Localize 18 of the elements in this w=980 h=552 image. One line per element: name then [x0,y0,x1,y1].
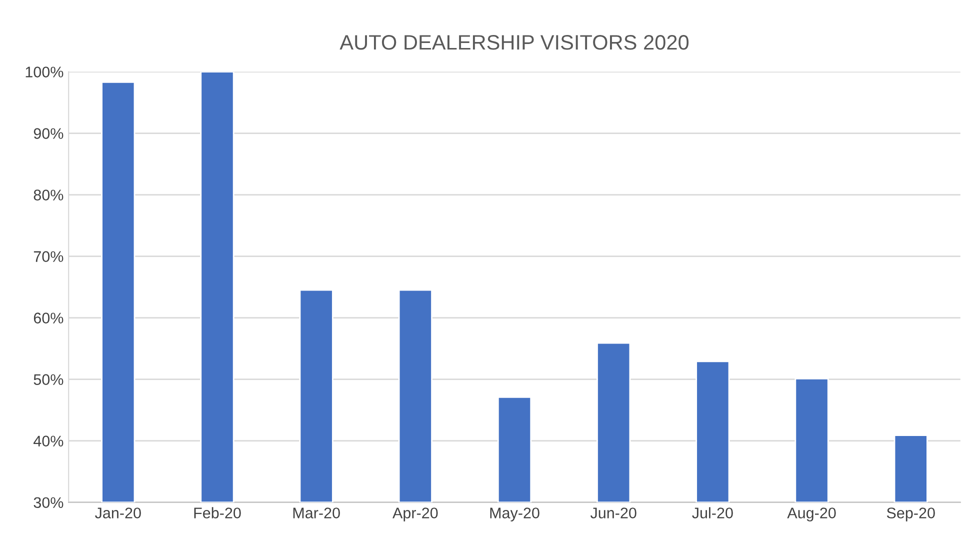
x-tick-label: Jan-20 [95,508,141,518]
y-tick-label: 50% [34,374,64,385]
y-tick-label: 60% [34,312,64,324]
y-tick-label: 80% [34,190,64,200]
x-tick-label: Apr-20 [392,508,438,522]
x-tick-label: May-20 [490,508,540,522]
x-tick-label: Feb-20 [194,507,241,518]
x-tick-label: Jul-20 [692,507,733,518]
y-tick-label: 30% [34,497,64,508]
x-tick-label: Mar-20 [293,508,340,518]
y-tick-label: 70% [34,251,64,262]
y-tick-label: 40% [34,436,64,446]
chart-title: AUTO DEALERSHIP VISITORS 2020 [340,34,689,50]
y-tick-label: 100% [26,66,64,78]
x-tick-label: Sep-20 [886,508,935,522]
x-tick-label: Aug-20 [787,508,836,522]
x-tick-label: Jun-20 [590,508,636,518]
y-tick-label: 90% [34,128,64,139]
